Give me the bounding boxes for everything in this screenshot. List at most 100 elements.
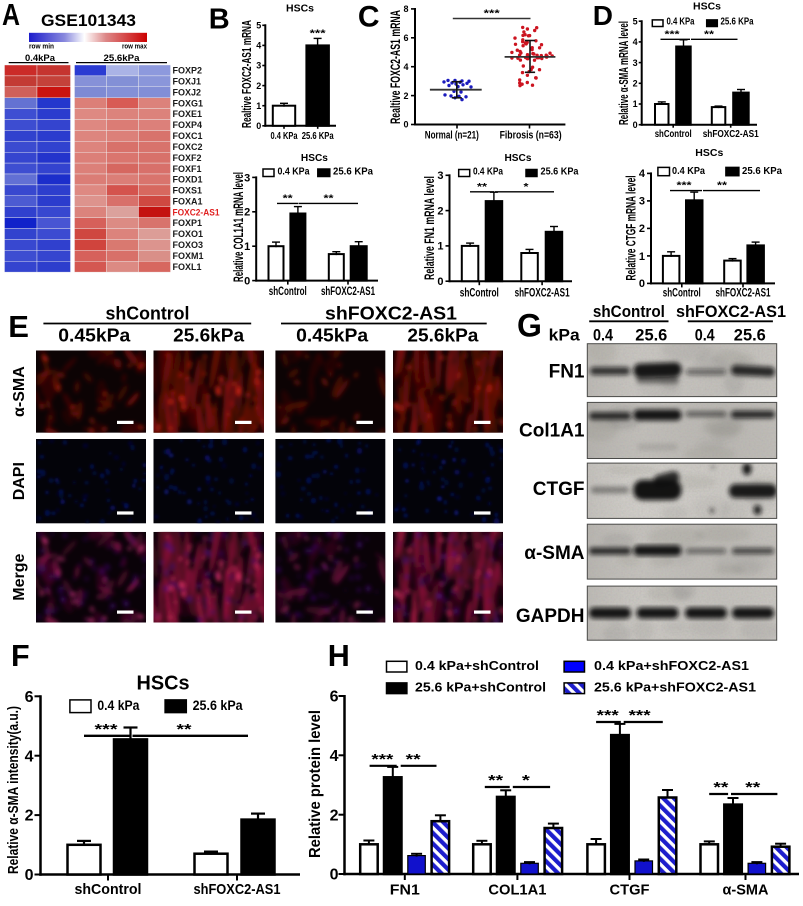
svg-text:3: 3 <box>256 61 261 71</box>
svg-text:25.6kPa: 25.6kPa <box>407 326 479 346</box>
svg-text:***: *** <box>677 181 692 192</box>
svg-text:**: ** <box>704 30 714 41</box>
svg-text:1: 1 <box>256 101 261 111</box>
svg-text:shControl: shControl <box>655 129 692 140</box>
svg-text:8: 8 <box>403 4 408 14</box>
svg-text:3: 3 <box>437 170 443 182</box>
svg-text:shControl: shControl <box>75 881 142 898</box>
svg-text:row max: row max <box>122 43 147 50</box>
svg-text:HSCs: HSCs <box>137 673 190 695</box>
svg-text:shFOXC2-AS1: shFOXC2-AS1 <box>676 303 786 321</box>
svg-text:Col1A1: Col1A1 <box>519 420 585 441</box>
svg-text:HSCs: HSCs <box>695 147 723 159</box>
svg-text:4: 4 <box>25 748 34 765</box>
svg-text:Relative α-SMA intensity(a.u.: Relative α-SMA intensity(a.u.) <box>5 706 22 874</box>
svg-text:2: 2 <box>256 81 261 91</box>
svg-text:1: 1 <box>244 241 250 253</box>
svg-text:shFOXC2-AS1: shFOXC2-AS1 <box>194 881 281 898</box>
svg-text:α-SMA: α-SMA <box>723 882 769 899</box>
svg-text:2: 2 <box>639 223 645 235</box>
svg-text:0: 0 <box>330 867 339 884</box>
svg-text:0.4 kPa: 0.4 kPa <box>97 698 139 713</box>
svg-text:FOXF2: FOXF2 <box>173 153 202 163</box>
svg-text:D: D <box>593 0 613 31</box>
svg-text:25.6: 25.6 <box>635 326 667 345</box>
svg-text:1: 1 <box>639 251 645 263</box>
svg-text:FOXP1: FOXP1 <box>173 218 203 228</box>
svg-text:shFOXC2-AS1: shFOXC2-AS1 <box>703 129 759 140</box>
svg-text:FOXS1: FOXS1 <box>173 186 203 196</box>
svg-text:Relative α-SMA mRNA level: Relative α-SMA mRNA level <box>616 21 631 125</box>
svg-text:3: 3 <box>639 196 645 208</box>
svg-text:25.6 kPa: 25.6 kPa <box>193 698 243 713</box>
svg-text:Normal (n=21): Normal (n=21) <box>425 130 479 142</box>
svg-text:shFOXC2-AS1: shFOXC2-AS1 <box>325 304 457 324</box>
svg-text:0.45kPa: 0.45kPa <box>296 326 369 346</box>
svg-text:shFOXC2-AS1: shFOXC2-AS1 <box>321 286 375 298</box>
svg-text:Realtive FOXC2-AS1 mRNA: Realtive FOXC2-AS1 mRNA <box>388 10 403 124</box>
svg-text:α-SMA: α-SMA <box>11 366 28 417</box>
svg-text:FOXF1: FOXF1 <box>173 164 202 174</box>
svg-text:FOXO3: FOXO3 <box>173 240 204 250</box>
svg-text:4: 4 <box>633 37 638 47</box>
svg-text:**: ** <box>283 194 293 205</box>
svg-text:**: ** <box>488 772 503 789</box>
svg-text:Merge: Merge <box>11 554 28 601</box>
svg-text:***: *** <box>665 30 680 41</box>
svg-text:0: 0 <box>437 276 443 288</box>
svg-text:***: *** <box>371 751 393 768</box>
svg-text:0.4 KPa: 0.4 KPa <box>271 131 298 142</box>
svg-text:FOXM1: FOXM1 <box>173 251 204 261</box>
svg-text:row min: row min <box>29 43 54 50</box>
svg-text:F: F <box>11 639 30 673</box>
svg-text:DAPI: DAPI <box>11 462 28 500</box>
svg-text:0.4 kPa+shFOXC2-AS1: 0.4 kPa+shFOXC2-AS1 <box>594 659 749 673</box>
svg-text:0.4kPa: 0.4kPa <box>25 53 56 64</box>
svg-text:2: 2 <box>244 207 250 219</box>
svg-text:2: 2 <box>437 205 443 217</box>
svg-text:4: 4 <box>403 62 408 72</box>
svg-text:25.6 KPa: 25.6 KPa <box>742 165 782 177</box>
svg-text:25.6: 25.6 <box>734 326 766 345</box>
svg-text:shControl: shControl <box>106 304 190 324</box>
svg-text:**: ** <box>717 181 727 192</box>
svg-text:4: 4 <box>330 748 339 765</box>
svg-text:2: 2 <box>25 808 34 825</box>
svg-text:2: 2 <box>633 79 638 89</box>
svg-text:HSCs: HSCs <box>693 2 721 13</box>
svg-text:FOXJ2: FOXJ2 <box>173 88 202 98</box>
svg-text:FOXC2-AS1: FOXC2-AS1 <box>173 207 220 217</box>
svg-text:Relative COL1A1 mRNA level: Relative COL1A1 mRNA level <box>230 172 246 282</box>
svg-text:kPa: kPa <box>549 326 581 345</box>
svg-text:3: 3 <box>244 172 250 184</box>
svg-text:shFOXC2-AS1: shFOXC2-AS1 <box>716 288 771 300</box>
svg-text:CTGF: CTGF <box>533 479 585 500</box>
svg-text:FOXP2: FOXP2 <box>173 66 203 76</box>
svg-text:FOXP4: FOXP4 <box>173 120 203 130</box>
svg-text:G: G <box>517 308 542 344</box>
svg-text:Relative protein level: Relative protein level <box>307 710 324 858</box>
svg-text:shControl: shControl <box>593 303 665 321</box>
svg-text:4: 4 <box>639 168 646 180</box>
svg-text:2: 2 <box>330 807 339 824</box>
svg-text:FOXC1: FOXC1 <box>173 131 203 141</box>
svg-text:shControl: shControl <box>460 288 499 300</box>
svg-text:**: ** <box>713 779 728 796</box>
svg-text:C: C <box>358 0 380 33</box>
svg-text:FOXL1: FOXL1 <box>173 262 202 272</box>
svg-text:***: *** <box>484 9 500 20</box>
svg-text:shControl: shControl <box>269 286 307 298</box>
svg-text:HSCs: HSCs <box>505 152 532 164</box>
svg-text:4: 4 <box>256 41 261 51</box>
svg-text:HSCs: HSCs <box>286 4 314 15</box>
svg-text:0: 0 <box>633 120 638 130</box>
svg-text:HSCs: HSCs <box>301 152 328 164</box>
svg-text:1: 1 <box>437 241 443 253</box>
svg-text:0.4: 0.4 <box>695 326 715 345</box>
svg-text:B: B <box>209 4 230 36</box>
svg-text:25.6kPa: 25.6kPa <box>104 53 141 64</box>
svg-text:***: *** <box>310 29 326 40</box>
svg-text:0.4 KPa: 0.4 KPa <box>672 165 705 177</box>
svg-text:**: ** <box>177 721 192 738</box>
svg-text:0: 0 <box>25 867 34 884</box>
